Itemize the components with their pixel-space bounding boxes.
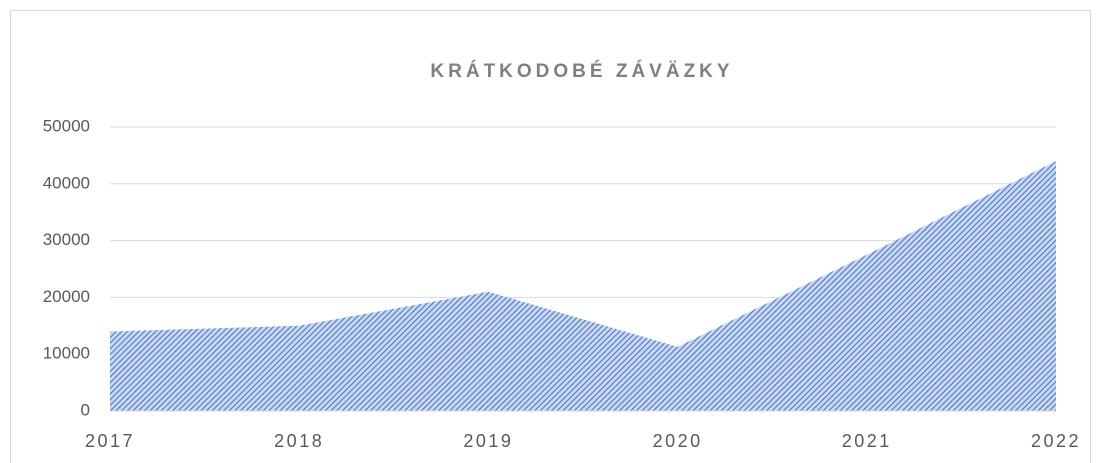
x-tick-label: 2020 <box>653 431 703 451</box>
y-tick-label: 30000 <box>43 230 90 249</box>
y-tick-label: 10000 <box>43 344 90 363</box>
x-tick-label: 2017 <box>85 431 135 451</box>
area <box>110 161 1056 411</box>
x-tick-label: 2019 <box>463 431 513 451</box>
x-tick-label: 2018 <box>274 431 324 451</box>
chart-title: KRÁTKODOBÉ ZÁVÄZKY <box>430 60 733 82</box>
y-tick-label: 40000 <box>43 173 90 192</box>
x-tick-label: 2021 <box>842 431 892 451</box>
y-tick-label: 0 <box>81 400 90 419</box>
x-tick-label: 2022 <box>1031 431 1081 451</box>
y-tick-label: 50000 <box>43 116 90 135</box>
chart-frame <box>10 10 1091 463</box>
y-tick-label: 20000 <box>43 287 90 306</box>
